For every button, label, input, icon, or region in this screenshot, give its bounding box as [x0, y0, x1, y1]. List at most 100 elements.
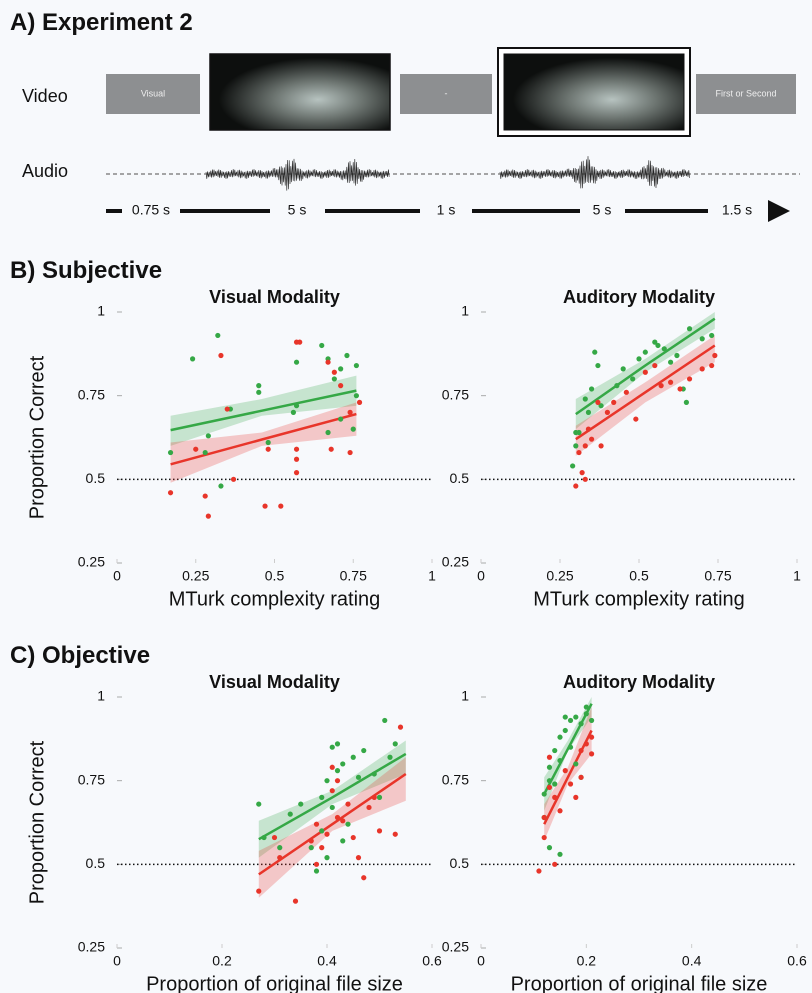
y-tick-label: 0.25	[78, 939, 105, 955]
point	[338, 366, 344, 372]
point	[623, 389, 629, 395]
point	[347, 449, 353, 456]
point	[642, 369, 648, 375]
point	[552, 781, 558, 787]
point	[190, 356, 196, 362]
point	[652, 362, 658, 369]
duration-label: 1.5 s	[722, 202, 752, 218]
point	[562, 714, 568, 720]
point	[614, 383, 620, 389]
point	[345, 821, 351, 827]
point	[573, 794, 579, 801]
point	[674, 352, 680, 359]
screen-label: -	[445, 88, 448, 98]
point	[313, 861, 320, 867]
point	[256, 383, 262, 389]
point	[686, 326, 693, 332]
point	[329, 788, 335, 794]
point	[256, 888, 262, 894]
point	[583, 741, 589, 747]
point	[353, 362, 359, 369]
point	[278, 503, 284, 509]
point	[230, 476, 237, 482]
point	[598, 403, 604, 409]
point	[699, 366, 705, 372]
point	[371, 771, 377, 777]
point	[683, 399, 690, 405]
point	[573, 483, 579, 489]
x-tick-label: 0	[113, 568, 121, 584]
panel-title: B) Subjective	[10, 257, 162, 284]
fit-line	[258, 752, 407, 841]
fit-line	[258, 772, 407, 876]
point	[583, 704, 589, 710]
point	[350, 754, 356, 760]
point	[344, 352, 350, 359]
point	[319, 828, 325, 834]
chart-title: Visual Modality	[209, 287, 340, 307]
x-tick-label: 0	[477, 953, 485, 969]
point	[573, 443, 579, 449]
point	[287, 811, 293, 817]
point	[340, 761, 346, 767]
y-tick-label: 0.75	[78, 386, 105, 402]
duration-label: 0.75 s	[132, 202, 170, 218]
point	[331, 376, 337, 382]
point	[557, 734, 563, 740]
point	[334, 814, 341, 821]
point	[668, 359, 674, 365]
y-axis-label: Proportion Correct	[26, 740, 48, 904]
point	[567, 717, 574, 724]
point	[573, 761, 579, 767]
point	[655, 342, 661, 349]
row-label: Video	[22, 86, 68, 106]
point	[319, 845, 325, 851]
panel-title: C) Objective	[10, 642, 150, 669]
x-tick-label: 0	[113, 953, 121, 969]
y-tick-label: 0.75	[78, 771, 105, 787]
point	[582, 443, 588, 449]
y-tick-label: 0.25	[78, 554, 105, 570]
fit-line	[575, 317, 716, 416]
x-tick-label: 0.5	[265, 568, 285, 584]
chart-title: Auditory Modality	[563, 672, 715, 692]
point	[595, 399, 601, 405]
point	[576, 449, 582, 456]
fit-line	[543, 729, 593, 825]
timeline-arrow	[768, 200, 790, 222]
point	[589, 734, 595, 740]
point	[350, 834, 356, 841]
point	[604, 409, 611, 415]
point	[218, 352, 224, 359]
point	[353, 393, 359, 399]
x-axis-label: MTurk complexity rating	[533, 588, 745, 610]
point	[331, 369, 337, 375]
point	[567, 781, 574, 787]
fit-line	[575, 344, 716, 441]
x-tick-label: 0.6	[787, 953, 807, 969]
point	[382, 717, 388, 724]
point	[261, 834, 267, 841]
point	[329, 804, 335, 811]
confidence-band	[170, 402, 357, 483]
point	[265, 439, 271, 446]
point	[202, 493, 208, 499]
point	[324, 831, 330, 837]
point	[265, 446, 271, 452]
point	[598, 443, 604, 449]
x-tick-label: 0.2	[577, 953, 597, 969]
y-tick-label: 0.25	[442, 939, 469, 955]
point	[215, 332, 221, 339]
point	[293, 456, 300, 462]
point	[277, 855, 283, 861]
point	[256, 801, 262, 807]
point	[579, 470, 585, 476]
point	[313, 821, 320, 827]
point	[536, 868, 542, 874]
point	[397, 724, 404, 730]
x-tick-label: 0.4	[682, 953, 702, 969]
x-tick-label: 0.6	[422, 953, 442, 969]
y-tick-label: 1	[461, 688, 469, 704]
point	[668, 379, 674, 385]
point	[392, 831, 398, 837]
